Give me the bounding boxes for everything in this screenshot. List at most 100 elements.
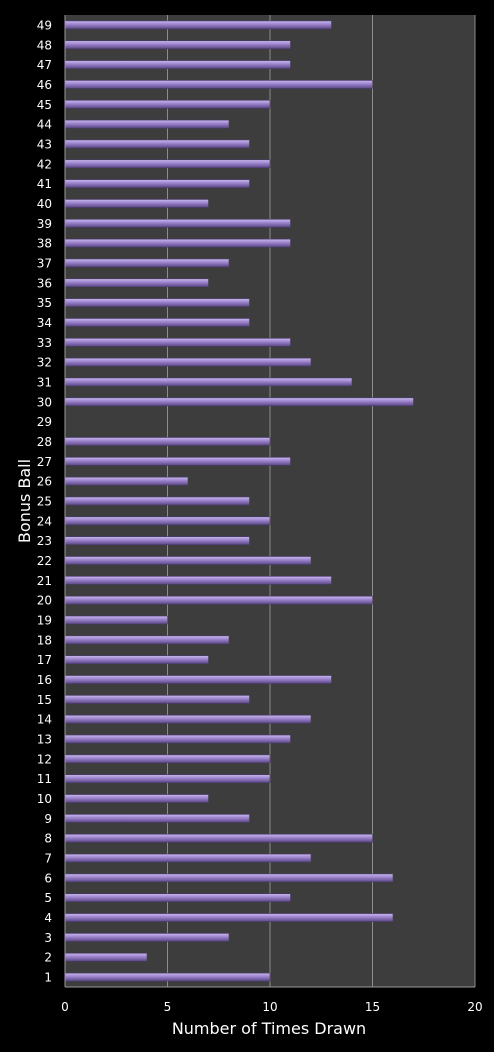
y-tick-label-36: 36 (37, 276, 52, 290)
y-tick-label-35: 35 (37, 296, 52, 310)
y-tick-label-10: 10 (37, 792, 52, 806)
bar-16 (64, 675, 332, 684)
bar-20 (64, 595, 373, 605)
bar-41 (64, 179, 250, 188)
y-tick-label-21: 21 (37, 574, 52, 588)
y-tick-label-32: 32 (37, 356, 52, 370)
y-tick-label-39: 39 (37, 217, 52, 231)
y-tick-label-23: 23 (37, 534, 52, 548)
bar-46 (64, 80, 373, 89)
bar-37 (64, 258, 230, 268)
bar-7 (64, 853, 312, 863)
y-tick-label-14: 14 (37, 713, 52, 727)
y-tick-label-34: 34 (37, 316, 52, 330)
x-tick-label-20: 20 (467, 1000, 482, 1014)
bar-17 (64, 655, 209, 664)
x-tick-label-5: 5 (164, 1000, 172, 1014)
y-tick-label-48: 48 (37, 38, 52, 52)
y-tick-label-20: 20 (37, 594, 52, 608)
y-tick-label-22: 22 (37, 554, 52, 568)
y-tick-labels: 1234567891011121314151617181920212223242… (37, 18, 52, 984)
bar-9 (64, 814, 250, 823)
bar-42 (64, 159, 271, 169)
bar-6 (64, 873, 394, 883)
y-tick-label-8: 8 (44, 832, 52, 846)
y-tick-label-43: 43 (37, 137, 52, 151)
y-tick-label-28: 28 (37, 435, 52, 449)
y-tick-label-1: 1 (44, 971, 52, 985)
bar-35 (64, 298, 250, 307)
bar-10 (64, 794, 209, 803)
bar-21 (64, 576, 332, 585)
y-tick-label-30: 30 (37, 395, 52, 409)
y-tick-label-27: 27 (37, 455, 52, 469)
y-tick-label-13: 13 (37, 733, 52, 747)
bar-23 (64, 536, 250, 545)
y-tick-label-41: 41 (37, 177, 52, 191)
y-tick-label-49: 49 (37, 18, 52, 32)
y-axis-title: Bonus Ball (15, 459, 34, 543)
bar-19 (64, 615, 168, 625)
bar-45 (64, 99, 271, 109)
bar-34 (64, 318, 250, 327)
y-tick-label-15: 15 (37, 693, 52, 707)
bar-14 (64, 714, 312, 724)
y-tick-label-44: 44 (37, 118, 52, 132)
bar-33 (64, 338, 291, 347)
bar-12 (64, 754, 271, 764)
gridlines (167, 15, 476, 987)
x-tick-label-15: 15 (365, 1000, 380, 1014)
bar-30 (64, 397, 414, 407)
x-tick-labels: 0 5 10 15 20 (61, 1000, 482, 1014)
y-tick-label-26: 26 (37, 475, 52, 489)
y-tick-label-17: 17 (37, 653, 52, 667)
bar-28 (64, 437, 271, 446)
y-tick-label-40: 40 (37, 197, 52, 211)
bar-13 (64, 734, 291, 744)
x-tick-label-0: 0 (61, 1000, 69, 1014)
bar-40 (64, 199, 209, 208)
y-tick-label-45: 45 (37, 98, 52, 112)
bar-8 (64, 833, 373, 843)
bar-48 (64, 40, 291, 50)
bar-15 (64, 695, 250, 704)
bar-39 (64, 218, 291, 228)
bar-26 (64, 476, 189, 486)
x-tick-label-10: 10 (262, 1000, 277, 1014)
x-axis-title: Number of Times Drawn (172, 1019, 366, 1038)
bar-38 (64, 238, 291, 248)
y-tick-label-19: 19 (37, 614, 52, 628)
y-tick-label-18: 18 (37, 633, 52, 647)
bar-5 (64, 893, 291, 903)
y-tick-label-6: 6 (44, 871, 52, 885)
y-tick-label-5: 5 (44, 891, 52, 905)
y-tick-label-38: 38 (37, 237, 52, 251)
bar-11 (64, 774, 271, 784)
bar-47 (64, 60, 291, 69)
y-tick-label-4: 4 (44, 911, 52, 925)
y-tick-label-16: 16 (37, 673, 52, 687)
bar-25 (64, 496, 250, 506)
y-tick-label-25: 25 (37, 495, 52, 509)
bar-27 (64, 457, 291, 466)
y-tick-label-29: 29 (37, 415, 52, 429)
y-tick-label-2: 2 (44, 951, 52, 965)
y-tick-label-33: 33 (37, 336, 52, 350)
bar-2 (64, 952, 148, 962)
y-tick-label-37: 37 (37, 256, 52, 270)
y-tick-label-24: 24 (37, 514, 52, 528)
y-tick-label-9: 9 (44, 812, 52, 826)
y-tick-label-12: 12 (37, 752, 52, 766)
y-tick-label-3: 3 (44, 931, 52, 945)
y-tick-label-7: 7 (44, 852, 52, 866)
y-tick-label-11: 11 (37, 772, 52, 786)
bar-24 (64, 516, 271, 526)
bar-44 (64, 119, 230, 129)
bar-43 (64, 139, 250, 149)
bar-1 (64, 972, 271, 982)
bar-22 (64, 556, 312, 565)
y-tick-label-31: 31 (37, 375, 52, 389)
y-tick-label-47: 47 (37, 58, 52, 72)
bar-32 (64, 357, 312, 367)
